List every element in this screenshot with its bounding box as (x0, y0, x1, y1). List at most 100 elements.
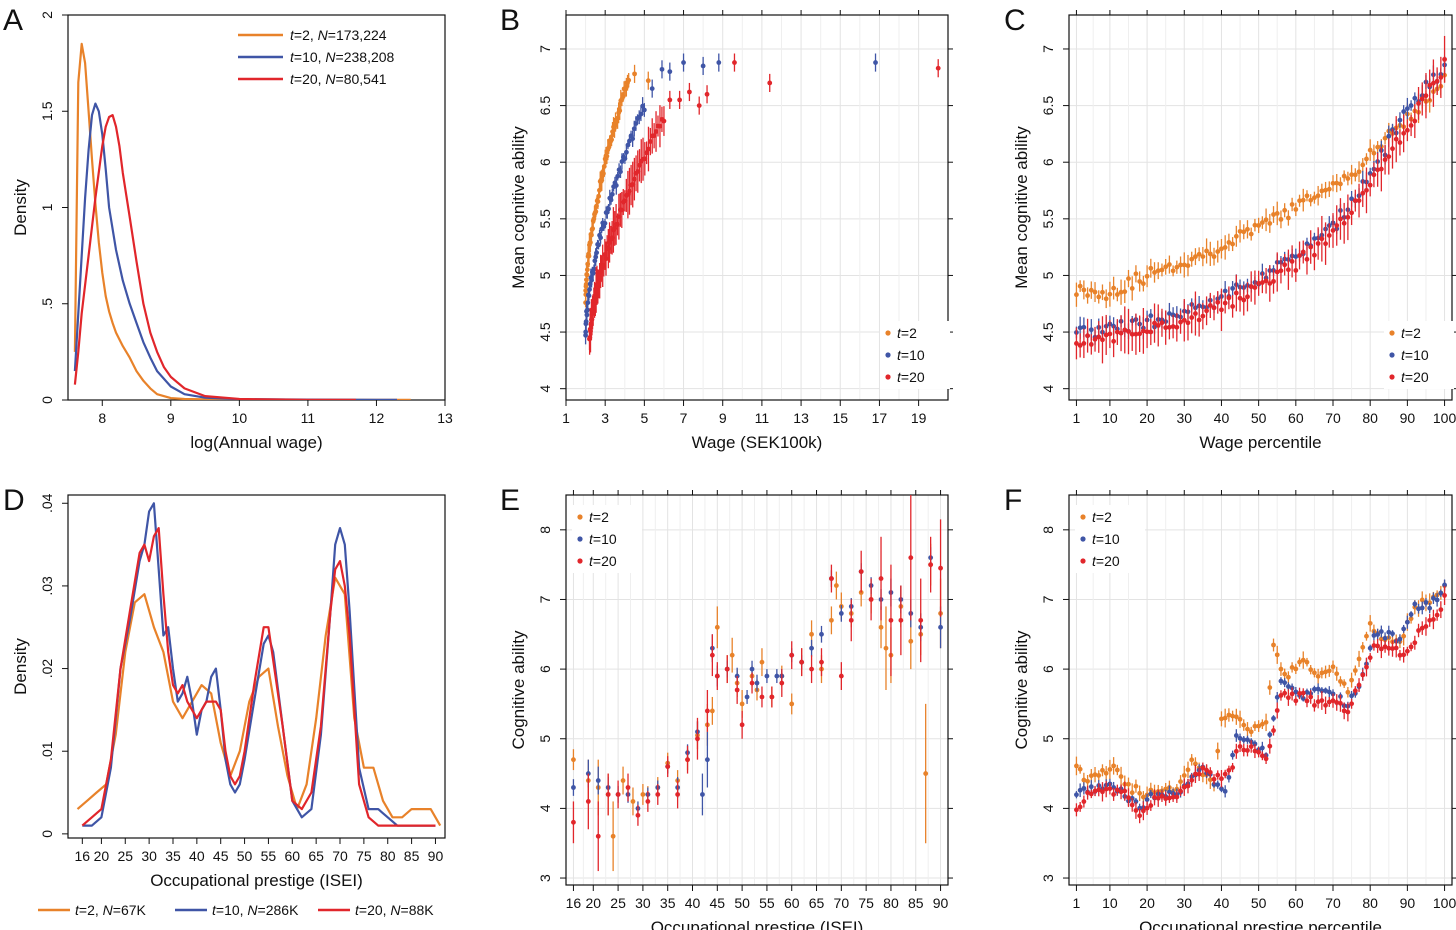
legend-marker-t2 (577, 514, 583, 520)
x-tick-label: 10 (232, 410, 248, 426)
y-tick-label: 5 (537, 271, 553, 279)
legend-t: t (897, 325, 902, 341)
data-point-t20 (1312, 252, 1317, 258)
panel-letter: D (3, 484, 25, 517)
data-point-t20 (1427, 82, 1433, 88)
legend-val: =286K (258, 902, 300, 918)
data-point-t20 (1155, 795, 1161, 801)
data-point-t20 (1166, 324, 1172, 330)
data-point-t2 (1285, 215, 1291, 221)
data-point-t2 (1174, 264, 1180, 270)
data-point-t2 (1323, 669, 1328, 675)
data-point-t2 (759, 659, 765, 665)
data-point-t2 (1081, 777, 1087, 783)
data-point-t20 (1289, 691, 1295, 697)
data-point-t10 (1245, 737, 1250, 743)
y-tick-label: 1.5 (39, 101, 55, 121)
data-point-t10 (1252, 741, 1258, 747)
panel-letter: C (1004, 4, 1026, 37)
data-point-t20 (1140, 808, 1146, 814)
data-point-t20 (675, 792, 681, 797)
data-point-t20 (1111, 338, 1117, 344)
data-point-t20 (1326, 233, 1332, 238)
data-point-t2 (1100, 767, 1105, 773)
legend-rest: =2 (1405, 325, 1421, 341)
data-point-t10 (1382, 635, 1388, 641)
legend-rest: =10 (901, 347, 925, 363)
x-axis-label: Occupational prestige (ISEI) (651, 918, 864, 930)
legend-label-t2: t=2 (589, 509, 609, 525)
data-point-t2 (1189, 757, 1195, 763)
x-tick-label: 70 (332, 848, 348, 864)
data-point-t20 (1263, 756, 1269, 762)
data-point-t2 (829, 617, 834, 623)
legend-rest: =20 (1405, 369, 1429, 385)
data-point-t10 (1401, 626, 1407, 632)
x-tick-label: 1 (1073, 895, 1081, 911)
y-tick-label: 2 (39, 11, 55, 19)
y-tick-label: 6 (537, 158, 553, 166)
y-axis-label: Cognitive ability (509, 630, 528, 750)
data-point-t10 (606, 206, 611, 212)
data-point-t20 (1423, 624, 1429, 629)
data-point-t20 (1245, 294, 1250, 300)
legend-label-t20: t=20, N=80,541 (290, 71, 387, 87)
legend-t: t (1092, 553, 1097, 569)
data-point-t2 (632, 71, 637, 77)
series-line-t20 (73, 113, 356, 400)
data-point-t20 (789, 652, 795, 658)
data-point-t2 (1178, 262, 1183, 268)
data-point-t20 (1259, 753, 1265, 759)
data-point-t10 (838, 610, 844, 616)
legend-t: t (589, 553, 594, 569)
data-point-t20 (1341, 708, 1347, 714)
data-point-t2 (1107, 767, 1113, 772)
data-point-t10 (1111, 785, 1117, 790)
x-tick-label: 90 (1400, 410, 1416, 426)
data-point-t10 (630, 136, 636, 142)
data-point-t10 (1237, 735, 1243, 741)
data-point-t10 (1259, 745, 1265, 751)
data-point-t20 (1393, 645, 1399, 651)
data-point-t2 (1308, 667, 1314, 673)
data-point-t2 (1289, 664, 1295, 670)
data-point-t2 (1300, 657, 1306, 663)
data-point-t20 (645, 799, 651, 804)
data-point-t10 (595, 778, 601, 783)
legend-t: t (1092, 531, 1097, 547)
data-point-t20 (655, 792, 661, 797)
data-point-t20 (1088, 791, 1094, 797)
data-point-t20 (1241, 297, 1247, 303)
data-point-t20 (1360, 672, 1366, 678)
data-point-t20 (1338, 700, 1343, 706)
y-tick-label: .03 (39, 576, 55, 596)
data-point-t20 (1185, 783, 1191, 789)
data-point-t20 (1103, 332, 1109, 338)
data-point-t10 (716, 60, 722, 65)
plot-area (73, 42, 411, 400)
data-point-t2 (809, 631, 814, 637)
data-point-t20 (1170, 324, 1176, 329)
data-point-t10 (598, 235, 603, 241)
series-line-t10 (82, 502, 436, 827)
x-tick-label: 16 (566, 895, 582, 911)
data-point-t10 (1088, 784, 1094, 790)
data-point-t2 (1278, 666, 1284, 672)
data-point-t2 (1230, 713, 1236, 719)
data-point-t2 (1360, 644, 1366, 650)
data-point-t20 (651, 133, 657, 139)
data-point-t20 (1193, 311, 1198, 316)
data-point-t2 (1181, 773, 1187, 778)
data-point-t20 (1282, 690, 1288, 696)
data-point-t10 (1427, 605, 1433, 611)
data-point-t2 (1282, 671, 1288, 677)
legend-label-t20: t=20, N=88K (355, 902, 434, 918)
data-point-t20 (858, 569, 864, 575)
legend-rest: =10, (294, 49, 326, 65)
data-point-t10 (1416, 606, 1421, 612)
data-point-t2 (1293, 666, 1299, 672)
data-point-t10 (1367, 171, 1373, 176)
data-point-t20 (819, 659, 824, 665)
data-point-t2 (1364, 156, 1369, 162)
y-tick-label: 7 (537, 45, 553, 53)
